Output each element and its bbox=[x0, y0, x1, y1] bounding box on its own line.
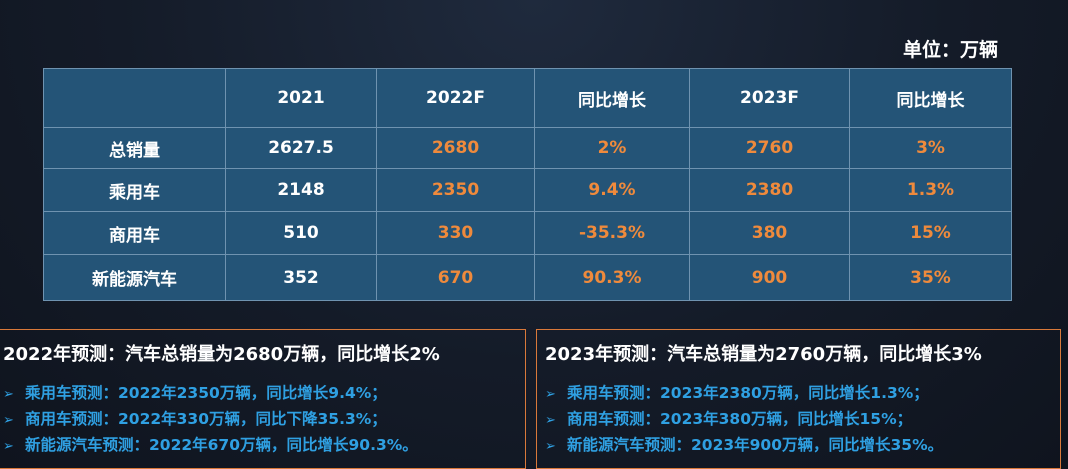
arrow-icon: ➢ bbox=[3, 387, 14, 402]
arrow-icon: ➢ bbox=[3, 413, 14, 428]
header-cell-2022f: 2022F bbox=[376, 68, 535, 128]
table-row: 商用车 510 330 -35.3% 380 15% bbox=[43, 211, 1012, 255]
table-header-row: 2021 2022F 同比增长 2023F 同比增长 bbox=[43, 68, 1012, 128]
bullet-text: 新能源汽车预测：2022年670万辆，同比增长90.3%。 bbox=[25, 436, 418, 454]
value-2021: 2148 bbox=[225, 168, 377, 212]
table-row: 乘用车 2148 2350 9.4% 2380 1.3% bbox=[43, 168, 1012, 212]
panel-title: 2023年预测：汽车总销量为2760万辆，同比增长3% bbox=[545, 344, 982, 365]
forecast-table: 2021 2022F 同比增长 2023F 同比增长 总销量 2627.5 26… bbox=[43, 68, 1012, 301]
value-2021: 352 bbox=[225, 254, 377, 301]
panel-title: 2022年预测：汽车总销量为2680万辆，同比增长2% bbox=[3, 344, 440, 365]
value-2022f: 670 bbox=[376, 254, 535, 301]
list-item: ➢ 乘用车预测：2022年2350万辆，同比增长9.4%； bbox=[3, 380, 418, 406]
bullet-list: ➢ 乘用车预测：2023年2380万辆，同比增长1.3%； ➢ 商用车预测：2023… bbox=[545, 380, 943, 458]
header-cell-yoy-2023: 同比增长 bbox=[849, 68, 1012, 128]
bullet-text: 商用车预测：2023年380万辆，同比增长15%； bbox=[567, 410, 913, 428]
header-cell-yoy-2022: 同比增长 bbox=[534, 68, 690, 128]
header-cell-2023f: 2023F bbox=[689, 68, 850, 128]
list-item: ➢ 新能源汽车预测：2023年900万辆，同比增长35%。 bbox=[545, 432, 943, 458]
value-2023f: 2760 bbox=[689, 127, 850, 169]
table-row: 总销量 2627.5 2680 2% 2760 3% bbox=[43, 127, 1012, 169]
row-label: 乘用车 bbox=[43, 168, 226, 212]
bullet-list: ➢ 乘用车预测：2022年2350万辆，同比增长9.4%； ➢ 商用车预测：2022… bbox=[3, 380, 418, 458]
list-item: ➢ 商用车预测：2023年380万辆，同比增长15%； bbox=[545, 406, 943, 432]
value-2022f: 2350 bbox=[376, 168, 535, 212]
yoy-2023: 1.3% bbox=[849, 168, 1012, 212]
value-2023f: 2380 bbox=[689, 168, 850, 212]
list-item: ➢ 新能源汽车预测：2022年670万辆，同比增长90.3%。 bbox=[3, 432, 418, 458]
list-item: ➢ 商用车预测：2022年330万辆，同比下降35.3%； bbox=[3, 406, 418, 432]
value-2022f: 2680 bbox=[376, 127, 535, 169]
header-cell-2021: 2021 bbox=[225, 68, 377, 128]
unit-label: 单位：万辆 bbox=[903, 39, 999, 61]
yoy-2023: 3% bbox=[849, 127, 1012, 169]
value-2023f: 900 bbox=[689, 254, 850, 301]
list-item: ➢ 乘用车预测：2023年2380万辆，同比增长1.3%； bbox=[545, 380, 943, 406]
yoy-2022: 90.3% bbox=[534, 254, 690, 301]
table-row: 新能源汽车 352 670 90.3% 900 35% bbox=[43, 254, 1012, 301]
yoy-2022: -35.3% bbox=[534, 211, 690, 255]
bullet-text: 乘用车预测：2023年2380万辆，同比增长1.3%； bbox=[567, 384, 929, 402]
value-2023f: 380 bbox=[689, 211, 850, 255]
arrow-icon: ➢ bbox=[545, 439, 556, 454]
arrow-icon: ➢ bbox=[545, 413, 556, 428]
arrow-icon: ➢ bbox=[545, 387, 556, 402]
forecast-panel-2022: 2022年预测：汽车总销量为2680万辆，同比增长2% ➢ 乘用车预测：2022年… bbox=[0, 329, 526, 469]
forecast-panel-2023: 2023年预测：汽车总销量为2760万辆，同比增长3% ➢ 乘用车预测：2023年… bbox=[536, 329, 1061, 469]
arrow-icon: ➢ bbox=[3, 439, 14, 454]
value-2021: 510 bbox=[225, 211, 377, 255]
yoy-2022: 9.4% bbox=[534, 168, 690, 212]
bullet-text: 新能源汽车预测：2023年900万辆，同比增长35%。 bbox=[567, 436, 944, 454]
bullet-text: 乘用车预测：2022年2350万辆，同比增长9.4%； bbox=[25, 384, 387, 402]
row-label: 商用车 bbox=[43, 211, 226, 255]
yoy-2022: 2% bbox=[534, 127, 690, 169]
header-cell-category bbox=[43, 68, 226, 128]
row-label: 总销量 bbox=[43, 127, 226, 169]
yoy-2023: 15% bbox=[849, 211, 1012, 255]
bullet-text: 商用车预测：2022年330万辆，同比下降35.3%； bbox=[25, 410, 387, 428]
value-2021: 2627.5 bbox=[225, 127, 377, 169]
value-2022f: 330 bbox=[376, 211, 535, 255]
yoy-2023: 35% bbox=[849, 254, 1012, 301]
row-label: 新能源汽车 bbox=[43, 254, 226, 301]
